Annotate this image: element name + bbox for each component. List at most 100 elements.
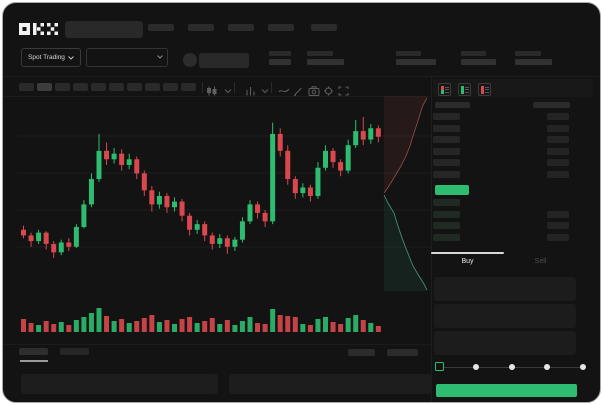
volume-bar bbox=[360, 320, 366, 332]
settings-icon[interactable] bbox=[323, 83, 335, 96]
nav-item-placeholder[interactable] bbox=[188, 24, 214, 31]
ask-amount-placeholder[interactable] bbox=[547, 136, 569, 143]
tab-buy[interactable]: Buy bbox=[461, 258, 474, 265]
chevron-down-icon bbox=[68, 55, 74, 60]
timeframe-button[interactable] bbox=[73, 83, 88, 91]
amount-slider-stop[interactable] bbox=[472, 364, 479, 370]
amount-input[interactable] bbox=[434, 304, 576, 328]
buy-submit-button[interactable] bbox=[436, 384, 577, 397]
bid-amount-placeholder[interactable] bbox=[547, 234, 569, 241]
ask-price-placeholder[interactable] bbox=[433, 136, 460, 143]
book-split-view-icon[interactable] bbox=[438, 83, 451, 96]
ask-price-placeholder[interactable] bbox=[433, 148, 460, 155]
price-chart[interactable] bbox=[17, 95, 431, 337]
candle bbox=[73, 226, 79, 247]
chevron-down-icon[interactable] bbox=[261, 83, 273, 94]
timeframe-button[interactable] bbox=[181, 83, 196, 91]
pair-selector[interactable] bbox=[86, 48, 168, 67]
bottom-tab-1[interactable] bbox=[19, 348, 48, 355]
nav-item-placeholder[interactable] bbox=[268, 24, 294, 31]
amount-slider-stop[interactable] bbox=[508, 364, 515, 370]
indicators-icon[interactable] bbox=[245, 83, 257, 96]
volume-bar bbox=[51, 324, 57, 332]
last-price-highlight[interactable] bbox=[435, 185, 469, 195]
market-type-selector[interactable]: Spot Trading bbox=[21, 48, 81, 67]
scale-toggle-placeholder[interactable] bbox=[348, 349, 375, 356]
ask-price-placeholder[interactable] bbox=[433, 125, 460, 132]
line-tool-icon[interactable] bbox=[278, 83, 290, 93]
candle bbox=[345, 145, 351, 171]
ask-amount-placeholder[interactable] bbox=[547, 159, 569, 166]
ask-amount-placeholder[interactable] bbox=[547, 148, 569, 155]
price-input[interactable] bbox=[434, 277, 576, 301]
fullscreen-icon[interactable] bbox=[338, 83, 350, 96]
volume-bar bbox=[187, 317, 193, 332]
depth-bids-area bbox=[384, 195, 427, 291]
candle bbox=[368, 128, 374, 140]
candle bbox=[360, 131, 366, 140]
volume-bar bbox=[88, 313, 94, 332]
volume-bar bbox=[58, 322, 64, 332]
timeframe-button[interactable] bbox=[37, 83, 52, 91]
volume-bar bbox=[247, 317, 253, 332]
bid-amount-placeholder[interactable] bbox=[547, 222, 569, 229]
candle-style-icon[interactable] bbox=[206, 83, 218, 96]
ask-price-placeholder[interactable] bbox=[433, 113, 460, 120]
draw-icon[interactable] bbox=[293, 83, 305, 96]
bid-price-placeholder[interactable] bbox=[433, 199, 460, 206]
candle bbox=[194, 224, 200, 230]
volume-bar bbox=[28, 323, 34, 332]
candle bbox=[104, 150, 110, 160]
tab-sell[interactable]: Sell bbox=[534, 258, 547, 265]
candle bbox=[66, 242, 72, 247]
timeframe-button[interactable] bbox=[127, 83, 142, 91]
bid-price-placeholder[interactable] bbox=[433, 211, 460, 218]
search-input[interactable] bbox=[65, 21, 143, 38]
book-bids-view-icon[interactable] bbox=[458, 83, 471, 96]
candle bbox=[43, 232, 49, 244]
okx-logo[interactable] bbox=[19, 23, 58, 35]
book-asks-view-icon[interactable] bbox=[478, 83, 491, 96]
scale-toggle-placeholder[interactable] bbox=[387, 349, 418, 356]
timeframe-button[interactable] bbox=[55, 83, 70, 91]
candle bbox=[300, 187, 306, 194]
nav-item-placeholder[interactable] bbox=[311, 24, 337, 31]
bottom-tab-2[interactable] bbox=[60, 348, 89, 355]
amount-slider-handle[interactable] bbox=[435, 362, 444, 371]
nav-item-placeholder[interactable] bbox=[148, 24, 174, 31]
bid-price-placeholder[interactable] bbox=[433, 234, 460, 241]
ask-amount-placeholder[interactable] bbox=[547, 113, 569, 120]
amount-slider-stop[interactable] bbox=[580, 364, 586, 370]
amount-slider-stop[interactable] bbox=[544, 364, 551, 370]
bottom-active-tab-underline bbox=[20, 360, 48, 362]
ask-price-placeholder[interactable] bbox=[433, 159, 460, 166]
candle bbox=[270, 133, 276, 222]
timeframe-button[interactable] bbox=[109, 83, 124, 91]
ticker-stat-value bbox=[396, 59, 436, 65]
timeframe-button[interactable] bbox=[91, 83, 106, 91]
total-input[interactable] bbox=[434, 331, 576, 355]
ask-amount-placeholder[interactable] bbox=[547, 125, 569, 132]
ask-amount-placeholder[interactable] bbox=[547, 171, 569, 178]
candle bbox=[209, 235, 215, 244]
timeframe-button[interactable] bbox=[19, 83, 34, 91]
volume-bar bbox=[292, 317, 298, 332]
volume-bar bbox=[179, 319, 185, 332]
volume-bar bbox=[323, 317, 328, 332]
camera-icon[interactable] bbox=[308, 83, 320, 96]
chevron-down-icon[interactable] bbox=[224, 83, 236, 94]
depth-asks-line bbox=[383, 97, 428, 194]
timeframe-button[interactable] bbox=[145, 83, 160, 91]
ticker-stat-label bbox=[269, 51, 291, 56]
candle bbox=[149, 190, 155, 205]
ask-price-placeholder[interactable] bbox=[433, 171, 460, 178]
volume-bar bbox=[134, 321, 140, 332]
timeframe-button[interactable] bbox=[163, 83, 178, 91]
pair-name-placeholder[interactable] bbox=[199, 53, 249, 68]
chevron-down-icon bbox=[157, 55, 163, 59]
candle bbox=[315, 167, 321, 196]
nav-item-placeholder[interactable] bbox=[228, 24, 254, 31]
bid-amount-placeholder[interactable] bbox=[547, 211, 569, 218]
candle bbox=[232, 239, 238, 247]
bid-price-placeholder[interactable] bbox=[433, 222, 460, 229]
